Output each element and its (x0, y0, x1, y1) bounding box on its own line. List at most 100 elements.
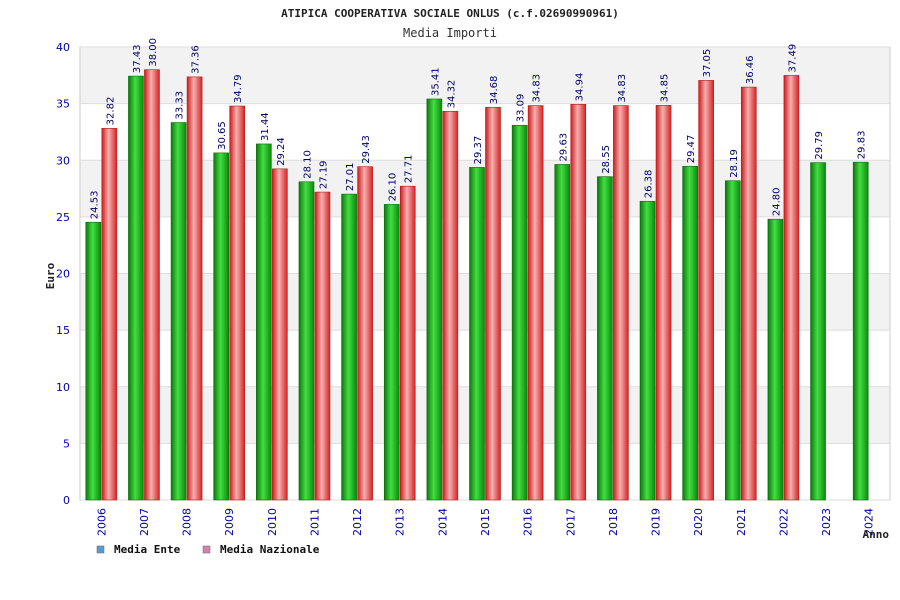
bar-media-nazionale (399, 185, 416, 501)
data-label: 36.46 (745, 55, 756, 84)
bar-media-ente (85, 221, 102, 501)
y-tick-label: 30 (56, 154, 70, 167)
x-tick-label: 2023 (820, 508, 833, 536)
chart-subtitle: Media Importi (403, 26, 497, 40)
y-tick-label: 40 (56, 41, 70, 54)
x-tick-label: 2019 (650, 508, 663, 536)
data-label: 37.36 (191, 45, 202, 74)
y-axis-label: Euro (44, 262, 57, 289)
data-label: 26.10 (388, 173, 399, 202)
bar-media-ente (682, 165, 698, 501)
x-tick-label: 2013 (394, 508, 407, 536)
data-label: 27.71 (404, 155, 415, 184)
x-tick-label: 2010 (266, 508, 279, 536)
data-label: 37.43 (132, 44, 143, 73)
bar-media-nazionale (783, 75, 800, 501)
data-label: 27.01 (345, 162, 356, 191)
x-tick-label: 2021 (735, 508, 748, 536)
bar-media-ente (469, 167, 485, 501)
x-axis-label: Anno (863, 528, 890, 541)
legend-swatch-media-ente (96, 545, 105, 554)
data-label: 29.63 (558, 133, 569, 162)
data-label: 35.41 (430, 67, 441, 96)
y-tick-label: 5 (63, 437, 70, 450)
data-label: 32.82 (105, 97, 116, 126)
bar-media-ente (554, 164, 571, 501)
bars (85, 69, 869, 501)
data-label: 24.53 (89, 191, 100, 220)
x-tick-label: 2011 (308, 508, 321, 536)
x-tick-label: 2017 (564, 508, 577, 536)
x-tick-label: 2016 (522, 508, 535, 536)
data-label: 29.24 (276, 137, 287, 166)
bar-media-nazionale (101, 128, 118, 501)
y-tick-label: 25 (56, 211, 70, 224)
bar-media-nazionale (527, 105, 544, 501)
bar-media-nazionale (570, 104, 587, 501)
bar-media-ente (426, 98, 443, 501)
bar-media-ente (341, 193, 357, 501)
data-label: 33.33 (175, 91, 186, 120)
x-tick-label: 2014 (436, 508, 449, 536)
x-tick-label: 2018 (607, 508, 620, 536)
bar-media-nazionale (314, 191, 331, 501)
data-label: 26.38 (644, 170, 655, 199)
bar-media-nazionale (272, 168, 288, 501)
legend-swatch-media-nazionale (202, 545, 211, 554)
y-tick-label: 10 (56, 381, 70, 394)
bar-media-ente (511, 124, 528, 501)
data-labels: 24.53 32.82 37.43 38.00 33.33 37.36 30.65 34.79… (89, 38, 867, 219)
bar-media-nazionale (698, 80, 714, 501)
bar-media-ente (597, 176, 613, 501)
y-axis-ticks: 0 5 10 15 20 25 30 35 40 (56, 41, 70, 507)
x-tick-label: 2012 (351, 508, 364, 536)
y-tick-label: 15 (56, 324, 70, 337)
bar-media-ente (383, 204, 400, 501)
data-label: 29.83 (857, 131, 868, 160)
data-label: 38.00 (148, 38, 159, 67)
data-label: 37.49 (787, 44, 798, 73)
data-label: 29.47 (686, 135, 697, 164)
legend: Media Ente Media Nazionale (96, 543, 320, 556)
data-label: 28.10 (302, 150, 313, 179)
x-tick-label: 2020 (692, 508, 705, 536)
bar-media-ente (213, 152, 230, 501)
x-tick-label: 2009 (223, 508, 236, 536)
bar-media-ente (298, 181, 315, 501)
data-label: 28.19 (729, 149, 740, 178)
bar-media-nazionale (229, 105, 246, 501)
data-label: 34.68 (489, 76, 500, 105)
data-label: 31.44 (260, 112, 271, 141)
data-label: 29.37 (473, 136, 484, 165)
bar-media-nazionale (740, 86, 757, 501)
bar-media-ente (724, 180, 741, 501)
y-tick-label: 20 (56, 268, 70, 281)
data-label: 34.94 (574, 73, 585, 102)
y-tick-label: 35 (56, 98, 70, 111)
data-label: 29.43 (361, 135, 372, 164)
data-label: 28.55 (601, 145, 612, 174)
data-label: 37.05 (702, 49, 713, 78)
bar-media-nazionale (357, 166, 373, 501)
bar-media-nazionale (144, 69, 160, 501)
data-label: 30.65 (217, 121, 228, 150)
bar-media-nazionale (442, 111, 459, 501)
bar-media-ente (767, 218, 784, 501)
data-label: 24.80 (771, 187, 782, 216)
bar-media-nazionale (485, 106, 501, 501)
legend-label-media-ente: Media Ente (114, 543, 181, 556)
bar-media-nazionale (613, 105, 629, 501)
data-label: 29.79 (814, 131, 825, 160)
data-label: 34.79 (233, 74, 244, 103)
bar-media-ente (256, 143, 272, 501)
data-label: 34.83 (532, 74, 543, 103)
bar-media-ente (852, 161, 869, 501)
data-label: 34.83 (617, 74, 628, 103)
y-tick-label: 0 (63, 494, 70, 507)
x-tick-label: 2006 (95, 508, 108, 536)
bar-media-ente (170, 122, 187, 501)
x-axis-ticks: 2006 2007 2008 2009 2010 2011 2012 2013 2014 2015… (95, 508, 875, 536)
x-tick-label: 2022 (777, 508, 790, 536)
x-tick-label: 2015 (479, 508, 492, 536)
